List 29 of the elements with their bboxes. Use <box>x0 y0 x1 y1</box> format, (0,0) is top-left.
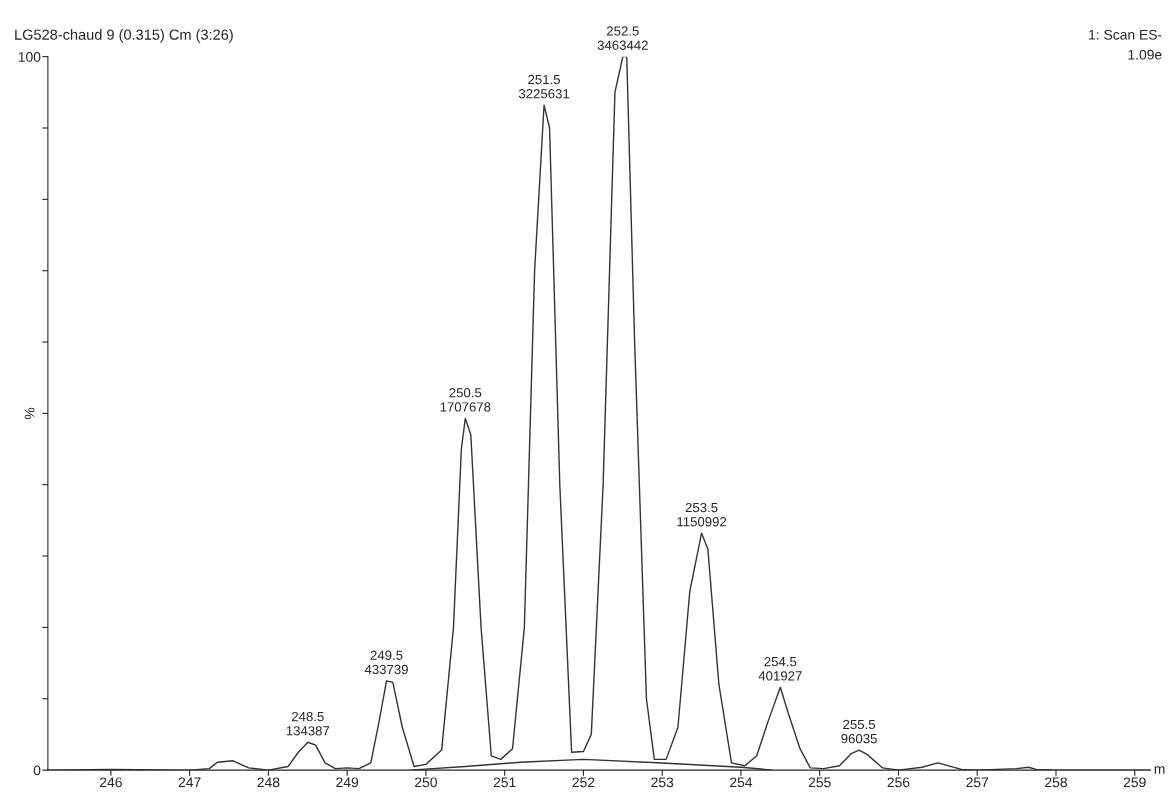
x-axis-title: m <box>1154 766 1165 774</box>
annotation: 253.5 1150992 <box>677 502 727 527</box>
x-tick-label: 256 <box>887 777 910 788</box>
x-tick-label: 251 <box>493 777 516 788</box>
x-tick-label: 258 <box>1045 777 1067 788</box>
annotation: 251.5 3225631 <box>518 74 570 99</box>
x-tick-label: 254 <box>730 777 753 788</box>
annotation: 1.09e <box>1128 49 1162 60</box>
x-tick-label: 252 <box>572 777 595 788</box>
x-tick-label: 249 <box>336 777 359 788</box>
x-tick-label: 250 <box>415 777 437 788</box>
x-tick-label: 253 <box>651 777 674 788</box>
y-tick-label: 0 <box>33 765 41 776</box>
annotation: 248.5 134387 <box>286 711 330 736</box>
x-tick-label: 246 <box>100 777 122 788</box>
x-tick-label: 248 <box>257 777 280 788</box>
x-tick-label: 259 <box>1123 777 1146 788</box>
annotation: 254.5 401927 <box>758 656 802 681</box>
y-axis-title: % <box>24 407 35 420</box>
text: 1: Scan ES- <box>1089 29 1162 40</box>
x-tick-label: 257 <box>966 777 989 788</box>
annotation: 250.5 1707678 <box>440 388 491 412</box>
x-tick-label: 255 <box>808 777 831 788</box>
annotation: 249.5 433739 <box>364 650 408 675</box>
y-tick-label: 100 <box>18 51 41 62</box>
chart-title: LG528-chaud 9 (0.315) Cm (3:26) <box>15 29 233 43</box>
annotation: 252.5 3463442 <box>597 26 648 50</box>
annotation: 255.5 96035 <box>841 719 877 744</box>
x-tick-label: 247 <box>178 777 201 788</box>
